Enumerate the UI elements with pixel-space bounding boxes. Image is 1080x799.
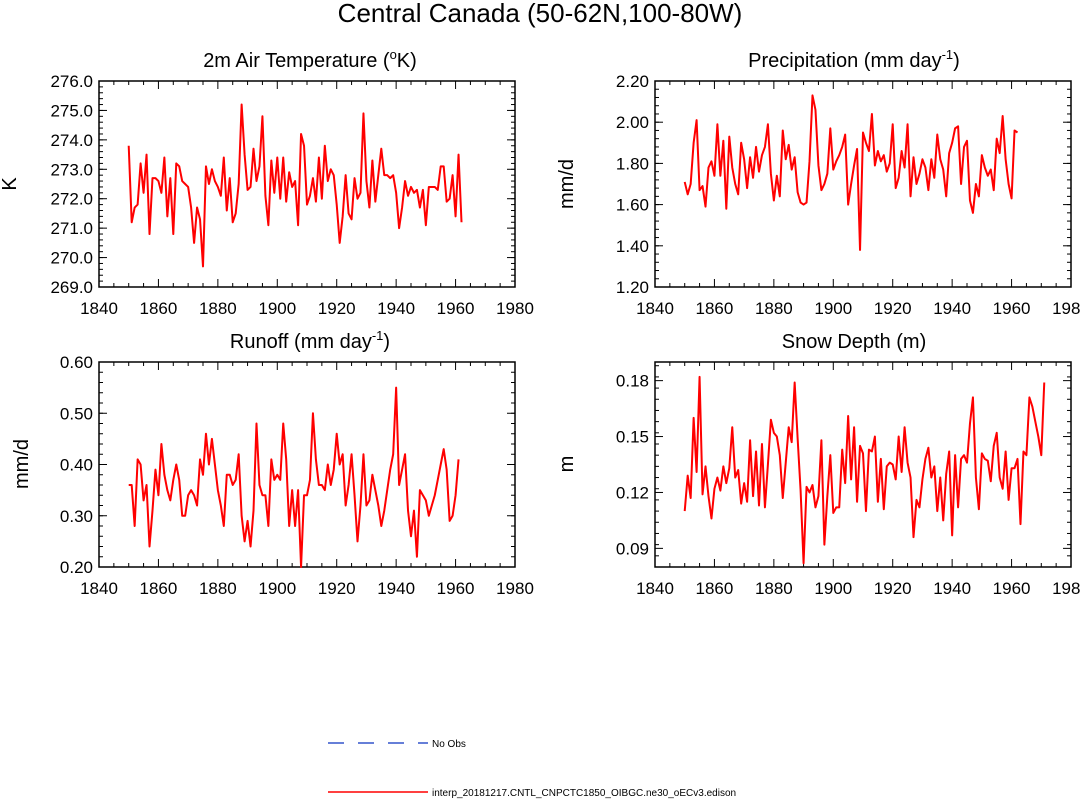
plot-frame (98, 361, 516, 568)
x-tick-label: 1900 (258, 579, 296, 598)
y-tick-label: 0.09 (616, 539, 649, 558)
panel-snow-depth: Snow Depth (m) m 1840 1860 1880 1900 1920 194… (556, 331, 1080, 598)
y-tick-label: 271.0 (50, 219, 93, 238)
panel-title-superscript: o (390, 47, 397, 62)
panel-title-superscript: -1 (942, 47, 954, 62)
panel-title-text: 2m Air Temperature ( (203, 50, 390, 72)
x-tick-label: 1860 (140, 579, 178, 598)
x-tick-label: 1860 (696, 579, 734, 598)
panel-title-tail: ) (383, 331, 390, 353)
x-tick-label: 1880 (199, 299, 237, 318)
series-line (683, 375, 1046, 565)
x-tick-label: 1960 (437, 299, 475, 318)
panel-title: Precipitation (mm day-1) (748, 47, 960, 72)
y-tick-label: 0.40 (60, 456, 93, 475)
x-tick-label: 1880 (755, 579, 793, 598)
y-tick-label: 276.0 (50, 72, 93, 91)
y-tick-label: 0.50 (60, 404, 93, 423)
x-tick-label: 1880 (199, 579, 237, 598)
x-tick-label: 1960 (993, 299, 1031, 318)
y-tick-label: 274.0 (50, 131, 93, 150)
y-axis-label: mm/d (556, 159, 578, 209)
x-tick-label: 1960 (437, 579, 475, 598)
x-tick-label: 1940 (377, 299, 415, 318)
panel-title-text: Precipitation (mm day (748, 50, 941, 72)
y-tick-label: 0.30 (60, 507, 93, 526)
y-tick-label: 2.00 (616, 113, 649, 132)
y-tick-label: 1.40 (616, 237, 649, 256)
x-tick-label: 1980 (1052, 579, 1080, 598)
y-tick-label: 0.60 (60, 353, 93, 372)
y-tick-label: 0.18 (616, 372, 649, 391)
x-tick-label: 1840 (80, 299, 118, 318)
x-tick-label: 1900 (258, 299, 296, 318)
y-tick-label: 273.0 (50, 160, 93, 179)
x-tick-label: 1940 (377, 579, 415, 598)
figure-title: Central Canada (50-62N,100-80W) (338, 0, 743, 28)
y-tick-label: 0.20 (60, 558, 93, 577)
panel-title: Runoff (mm day-1) (230, 328, 390, 353)
y-tick-label: 272.0 (50, 190, 93, 209)
y-axis-label: mm/d (11, 439, 33, 489)
x-tick-label: 1940 (933, 299, 971, 318)
panel-title-text: Runoff (mm day (230, 331, 372, 353)
x-tick-label: 1940 (933, 579, 971, 598)
x-tick-label: 1860 (140, 299, 178, 318)
x-tick-label: 1980 (1052, 299, 1080, 318)
panel-title-text: Snow Depth (m) (782, 331, 927, 353)
x-tick-label: 1880 (755, 299, 793, 318)
series-line (683, 94, 1019, 251)
x-tick-label: 1900 (814, 579, 852, 598)
x-tick-label: 1920 (874, 579, 912, 598)
y-axis-label: K (0, 177, 21, 191)
x-tick-label: 1920 (318, 299, 356, 318)
y-tick-label: 0.15 (616, 428, 649, 447)
y-tick-label: 275.0 (50, 101, 93, 120)
panel-title-superscript: -1 (372, 328, 384, 343)
x-tick-label: 1960 (993, 579, 1031, 598)
panel-runoff: Runoff (mm day-1) mm/d 1840 1860 1880 1900 1… (11, 328, 534, 598)
x-tick-label: 1840 (80, 579, 118, 598)
x-tick-label: 1840 (636, 299, 674, 318)
y-tick-label: 1.80 (616, 154, 649, 173)
series-line (127, 103, 463, 268)
panel-title: 2m Air Temperature (oK) (203, 47, 417, 72)
panel-air-temperature: 2m Air Temperature (oK) K 1840 1860 1880 19… (0, 47, 534, 318)
y-tick-label: 270.0 (50, 249, 93, 268)
panel-title: Snow Depth (m) (782, 331, 927, 353)
y-axis-label: m (556, 456, 578, 473)
x-tick-label: 1900 (814, 299, 852, 318)
y-tick-label: 269.0 (50, 278, 93, 297)
panel-title-tail: ) (953, 50, 960, 72)
x-tick-label: 1920 (874, 299, 912, 318)
x-tick-label: 1980 (496, 299, 534, 318)
legend-model-label: interp_20181217.CNTL_CNPCTC1850_OIBGC.ne… (432, 788, 736, 799)
x-tick-label: 1840 (636, 579, 674, 598)
y-tick-label: 2.20 (616, 72, 649, 91)
x-tick-label: 1860 (696, 299, 734, 318)
series-line (128, 386, 460, 568)
x-tick-label: 1920 (318, 579, 356, 598)
legend: No Obs interp_20181217.CNTL_CNPCTC1850_O… (328, 739, 736, 799)
y-tick-label: 1.60 (616, 196, 649, 215)
panel-title-tail: K) (397, 50, 417, 72)
y-tick-label: 0.12 (616, 483, 649, 502)
x-tick-label: 1980 (496, 579, 534, 598)
panel-precipitation: Precipitation (mm day-1) mm/d 1840 1860 18… (556, 47, 1080, 318)
legend-obs-label: No Obs (432, 739, 466, 750)
y-tick-label: 1.20 (616, 278, 649, 297)
